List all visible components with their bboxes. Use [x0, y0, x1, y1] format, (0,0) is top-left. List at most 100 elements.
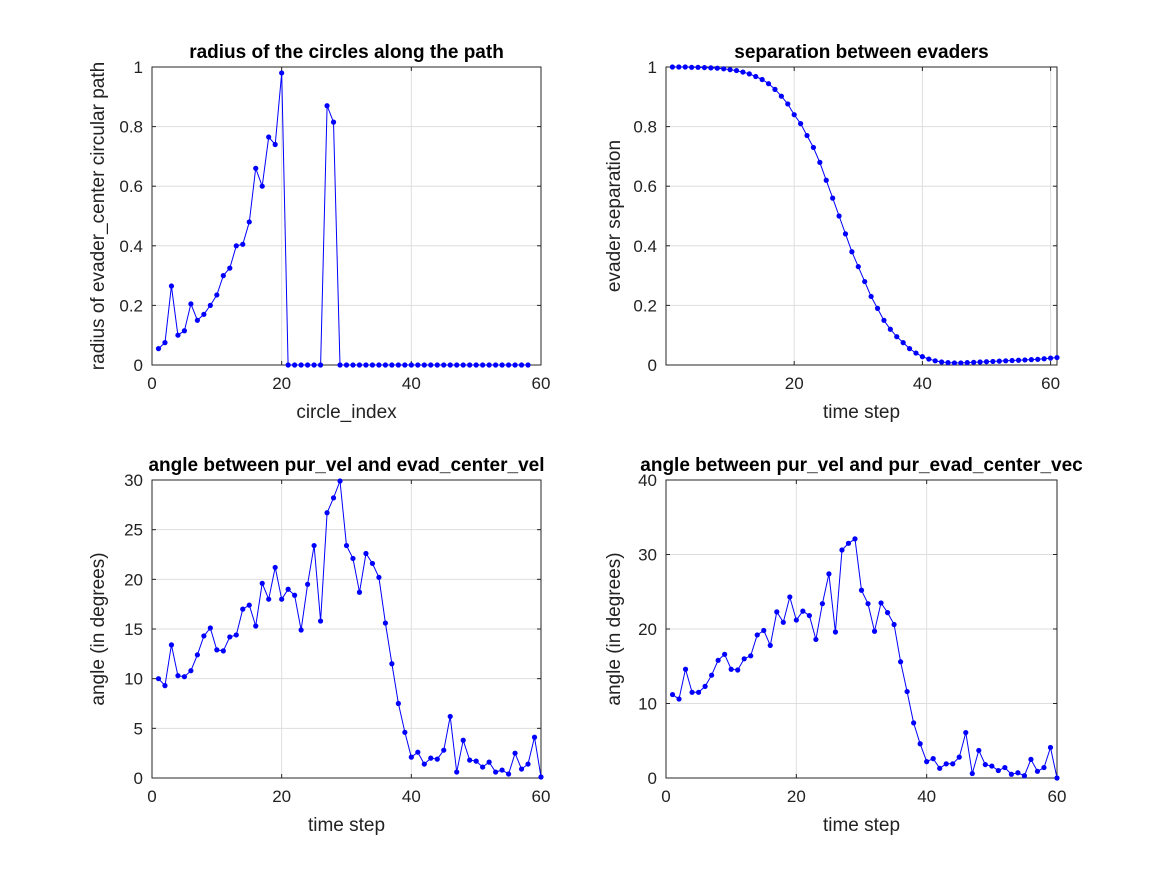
- y-axis-label: angle (in degrees): [604, 552, 625, 705]
- data-point: [898, 659, 904, 665]
- y-tick-label: 0: [134, 769, 143, 788]
- series-line: [672, 66, 1058, 364]
- data-point: [253, 623, 259, 629]
- data-point: [780, 619, 786, 625]
- data-point: [467, 757, 473, 763]
- data-point: [977, 359, 983, 365]
- x-axis-label: circle_index: [296, 402, 397, 423]
- data-point: [740, 69, 746, 75]
- y-tick-label: 0.2: [633, 296, 657, 315]
- data-point: [715, 657, 721, 663]
- data-point: [682, 666, 689, 672]
- y-tick-label: 0.6: [633, 177, 657, 196]
- data-point: [505, 771, 512, 777]
- data-point: [865, 601, 871, 607]
- data-point: [813, 636, 819, 643]
- y-tick-label: 0.8: [633, 118, 657, 137]
- data-point: [817, 159, 823, 165]
- data-point: [1047, 355, 1054, 361]
- subplot-3: 0 20 40 60 0 5 10 15 20 25 30 angle between pur_vel…: [88, 455, 550, 836]
- data-point: [900, 340, 906, 346]
- data-point: [454, 769, 460, 775]
- data-point: [376, 362, 382, 368]
- data-point: [810, 144, 817, 151]
- data-point: [950, 761, 956, 767]
- data-point: [951, 360, 958, 366]
- data-point: [878, 600, 884, 606]
- data-point: [363, 550, 369, 557]
- data-point: [702, 683, 708, 689]
- data-point: [969, 770, 975, 777]
- x-tick-label: 60: [1041, 374, 1060, 393]
- data-point: [1021, 773, 1028, 779]
- data-point: [305, 581, 311, 587]
- data-point: [194, 652, 200, 658]
- data-point: [285, 362, 291, 368]
- x-tick-label: 20: [272, 787, 291, 806]
- data-point: [958, 360, 964, 366]
- data-point: [937, 765, 943, 771]
- data-point: [402, 362, 408, 368]
- data-point: [298, 627, 304, 633]
- y-tick-label: 20: [124, 570, 143, 589]
- data-point: [324, 103, 330, 109]
- data-point: [428, 362, 434, 368]
- data-point: [369, 362, 376, 368]
- data-point: [855, 264, 861, 270]
- data-point: [728, 666, 734, 672]
- data-point: [669, 64, 676, 70]
- data-point: [1009, 357, 1015, 364]
- data-point: [676, 696, 682, 702]
- data-point: [722, 651, 728, 657]
- data-point: [175, 332, 181, 338]
- data-point: [389, 661, 395, 667]
- data-point: [919, 354, 925, 360]
- data-point: [689, 64, 695, 70]
- data-point: [887, 326, 893, 332]
- y-tick-label: 15: [124, 620, 143, 639]
- data-point: [292, 592, 298, 598]
- data-point: [990, 358, 996, 365]
- data-point: [823, 177, 829, 183]
- data-point: [721, 66, 727, 72]
- data-point: [188, 301, 194, 307]
- data-point: [363, 362, 369, 368]
- data-point: [324, 510, 330, 516]
- data-point: [996, 358, 1002, 364]
- data-point: [266, 596, 272, 602]
- data-point: [473, 362, 479, 368]
- data-point: [460, 362, 466, 368]
- data-point: [862, 278, 868, 285]
- data-point: [505, 362, 512, 368]
- subplot-2: 20 40 60 0 0.2 0.4 0.6 0.8 1 separation between e…: [604, 42, 1060, 423]
- x-tick-label: 40: [402, 374, 421, 393]
- data-point: [761, 627, 767, 634]
- data-point: [727, 67, 733, 73]
- data-point: [201, 311, 207, 317]
- data-point: [1054, 775, 1060, 781]
- data-point: [220, 273, 226, 279]
- data-point: [382, 620, 388, 626]
- data-point: [421, 362, 427, 368]
- data-point: [708, 65, 714, 71]
- data-point: [842, 231, 849, 237]
- y-tick-label: 25: [124, 521, 143, 540]
- axes-box: [665, 66, 1058, 366]
- data-point: [753, 73, 759, 80]
- data-point: [233, 243, 239, 249]
- data-point: [1028, 357, 1034, 363]
- data-point: [441, 747, 447, 753]
- data-point: [330, 495, 337, 501]
- data-point: [155, 676, 162, 682]
- data-point: [787, 594, 793, 600]
- data-point: [800, 608, 806, 614]
- data-point: [911, 720, 917, 726]
- data-point: [525, 761, 531, 767]
- data-point: [746, 71, 752, 77]
- data-point: [408, 362, 414, 368]
- data-point: [845, 540, 852, 546]
- data-point: [695, 689, 702, 695]
- data-point: [976, 747, 982, 754]
- data-point: [480, 764, 486, 770]
